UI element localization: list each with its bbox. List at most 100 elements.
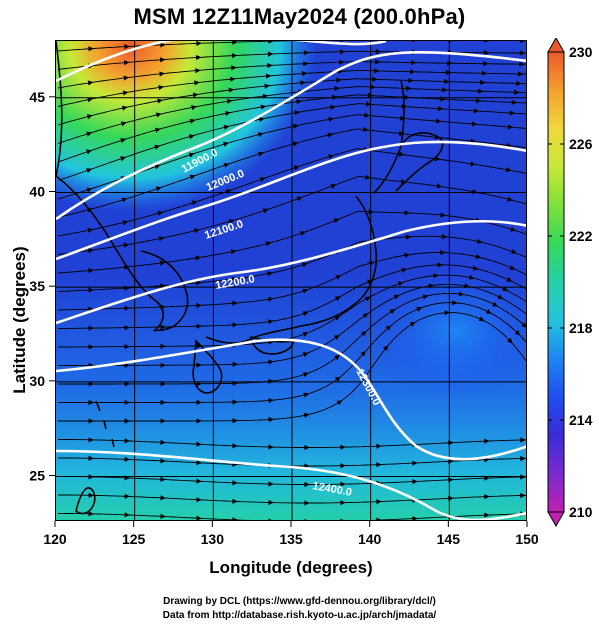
streamline-arrowhead: [464, 283, 470, 289]
streamline: [57, 78, 526, 126]
streamline-arrowhead: [340, 500, 346, 506]
streamline: [57, 86, 526, 144]
streamline-arrowhead: [520, 41, 525, 44]
streamline-arrowhead: [120, 138, 127, 143]
streamline-arrowhead: [265, 241, 272, 247]
streamline-arrowhead: [436, 183, 443, 189]
streamline-arrowhead: [502, 286, 509, 292]
streamline-arrowhead: [232, 300, 238, 306]
streamline-arrowhead: [336, 77, 342, 83]
streamline-arrowhead: [232, 380, 238, 386]
streamline-arrowhead: [268, 359, 274, 365]
streamline-arrowhead: [189, 174, 196, 180]
streamline-arrowhead: [520, 492, 526, 499]
x-axis-label: Longitude (degrees): [209, 558, 373, 577]
streamline-arrowhead: [339, 59, 345, 65]
streamline-arrowhead: [160, 495, 166, 501]
streamline-arrowhead: [517, 71, 524, 77]
streamline-arrowhead: [268, 378, 274, 384]
streamline-arrowhead: [514, 89, 520, 95]
streamline-arrowhead: [412, 460, 418, 466]
streamline-arrowhead: [193, 228, 200, 234]
streamline-arrowhead: [196, 515, 202, 520]
x-tick-label: 140: [358, 531, 382, 547]
streamline-arrowhead: [160, 513, 166, 519]
streamline-arrowhead: [160, 42, 166, 48]
streamline-arrowhead: [122, 220, 129, 226]
streamline-arrowhead: [484, 494, 490, 500]
streamline-arrowhead: [262, 93, 269, 99]
streamline-arrowhead: [360, 330, 367, 337]
streamline-arrowhead: [452, 300, 458, 306]
streamline-arrowhead: [160, 418, 166, 424]
streamline-arrowhead: [470, 161, 476, 167]
streamline-arrowhead: [505, 167, 512, 173]
streamline-arrowhead: [404, 252, 410, 258]
streamline-arrowhead: [416, 306, 423, 312]
streamline-arrowhead: [231, 53, 238, 59]
streamline-arrowhead: [196, 302, 202, 309]
streamline-arrowhead: [484, 512, 490, 518]
streamline-arrowhead: [304, 444, 310, 451]
streamline-arrowhead: [231, 65, 237, 71]
y-tick-label: 35: [29, 278, 45, 294]
streamline-arrowhead: [448, 458, 454, 464]
streamline: [57, 103, 526, 181]
streamline-arrowhead: [303, 372, 309, 378]
streamline-arrowhead: [228, 219, 235, 224]
streamline-arrowhead: [472, 265, 479, 271]
streamline-arrowhead: [437, 262, 443, 268]
streamline-arrowhead: [160, 439, 166, 445]
y-tick-label: 25: [29, 468, 45, 484]
field-warm-region: [56, 41, 396, 341]
streamline-arrowhead: [258, 117, 265, 122]
streamline-arrowhead: [160, 324, 166, 330]
colorbar-scale: [547, 51, 565, 513]
streamline-arrowhead: [304, 500, 310, 506]
streamline-arrowhead: [340, 444, 346, 450]
streamline-arrowhead: [409, 69, 416, 75]
streamline-arrowhead: [196, 418, 202, 424]
streamline-arrowhead: [232, 480, 238, 486]
coast-korea: [140, 250, 189, 332]
streamline-arrowhead: [296, 99, 302, 105]
streamline-arrowhead: [86, 168, 93, 173]
streamline-arrowhead: [223, 141, 229, 147]
streamline-arrowhead: [196, 343, 202, 349]
streamline-arrowhead: [228, 87, 235, 93]
streamline: [57, 69, 526, 107]
streamline-arrowhead: [509, 110, 516, 116]
coastlines: [56, 41, 444, 515]
streamline-arrowhead: [188, 152, 195, 158]
colorbar: 230 226 222 218 214 210: [547, 38, 593, 528]
streamline-arrowhead: [124, 44, 130, 50]
streamline-arrowhead: [520, 437, 526, 443]
streamline-arrowhead: [511, 249, 517, 254]
streamline-arrowhead: [481, 70, 488, 76]
streamline-arrowhead: [397, 281, 404, 287]
streamline-arrowhead: [259, 177, 266, 182]
streamline-arrowhead: [445, 70, 452, 76]
streamline-arrowhead: [195, 255, 202, 261]
streamline-arrowhead: [375, 49, 382, 55]
x-tick-label: 125: [122, 531, 146, 547]
streamline-arrowhead: [87, 80, 94, 86]
streamline-arrowhead: [340, 518, 344, 520]
streamline-arrowhead: [196, 441, 202, 447]
streamline-arrowhead: [333, 334, 340, 340]
streamline-arrowhead: [448, 477, 454, 483]
streamline-arrowhead: [88, 325, 94, 331]
streamline-arrowhead: [154, 164, 161, 170]
streamline-arrowhead: [124, 305, 130, 311]
streamline-arrowhead: [230, 76, 236, 82]
colorbar-tick-label: 218: [569, 320, 593, 336]
streamline-arrowhead: [422, 294, 429, 300]
colorbar-tick-label: 222: [569, 228, 593, 244]
map-plot-area: 11900.0 12000.0 12100.0 12200.0 12300.0 …: [55, 40, 527, 521]
field-low-region: [366, 261, 526, 401]
streamline-arrowhead: [194, 80, 200, 86]
streamline-arrowhead: [86, 187, 93, 193]
streamline-arrowhead: [257, 132, 264, 138]
streamline-arrowhead: [428, 283, 435, 289]
streamline-arrowhead: [265, 73, 272, 79]
